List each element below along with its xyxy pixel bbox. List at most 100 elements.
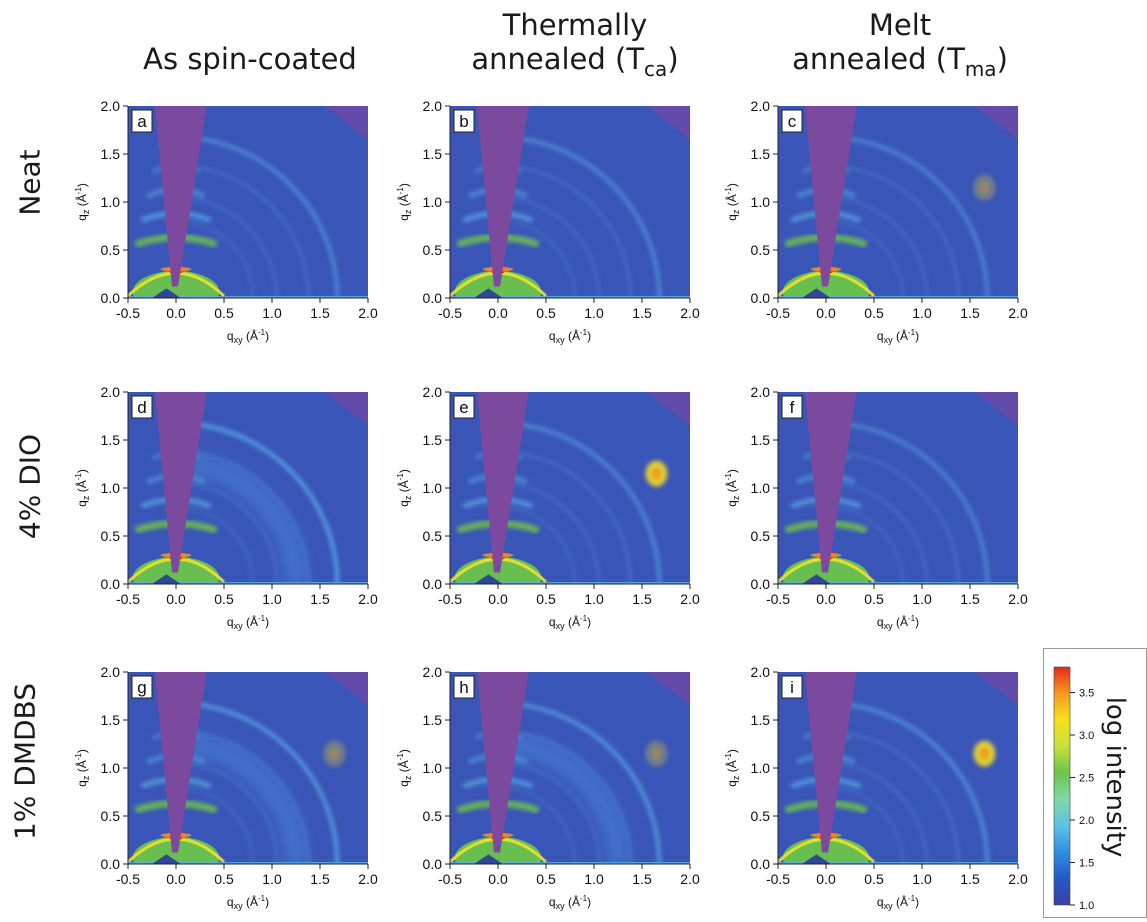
y-tick-label: 0.5 — [423, 808, 443, 824]
y-tick-label: 1.5 — [751, 146, 771, 162]
colorbar-tick-label: 3.0 — [1079, 730, 1094, 742]
x-tick-label: 2.0 — [1008, 305, 1028, 321]
x-tick-label: 0.0 — [816, 871, 836, 887]
x-tick-label: 0.0 — [816, 591, 836, 607]
y-tick-label: 0.0 — [751, 856, 771, 872]
x-tick-label: 2.0 — [358, 305, 378, 321]
column-header-3-sub: ma — [964, 56, 997, 81]
colorbar-tick-label: 2.5 — [1079, 773, 1094, 785]
x-tick-label: 0.5 — [864, 305, 884, 321]
x-tick-label: 0.5 — [214, 305, 234, 321]
colorbar-tick-label: 2.0 — [1079, 815, 1094, 827]
x-tick-label: 2.0 — [358, 591, 378, 607]
x-tick-label: 0.0 — [166, 871, 186, 887]
beamstop-shadow — [804, 106, 857, 287]
dark-gap — [474, 288, 503, 298]
y-tick-label: 0.0 — [751, 290, 771, 306]
y-tick-label: 2.0 — [423, 664, 443, 680]
off-axis-peak — [645, 740, 668, 767]
colorbar-tick-label: 1.5 — [1079, 858, 1094, 870]
x-tick-label: -0.5 — [116, 871, 140, 887]
x-axis-label: qxy (Å-1) — [549, 328, 591, 345]
column-header-3-line1: Melt — [868, 8, 932, 42]
masked-corner — [324, 106, 368, 140]
x-axis-label: qxy (Å-1) — [227, 614, 269, 631]
off-axis-peak-core — [329, 747, 340, 760]
x-tick-label: 0.5 — [536, 591, 556, 607]
x-tick-label: 1.0 — [912, 591, 932, 607]
x-tick-label: 0.0 — [488, 591, 508, 607]
x-tick-label: 2.0 — [1008, 871, 1028, 887]
y-tick-label: 0.5 — [751, 808, 771, 824]
x-tick-label: -0.5 — [766, 871, 790, 887]
y-tick-label: 0.0 — [101, 290, 121, 306]
panel-letter: g — [137, 678, 146, 697]
x-tick-label: 1.0 — [584, 591, 604, 607]
x-tick-label: -0.5 — [438, 871, 462, 887]
horizon-line — [128, 862, 368, 864]
x-tick-label: 1.0 — [912, 871, 932, 887]
y-axis-label: qz (Å-1) — [396, 749, 413, 787]
column-header-1: As spin-coated — [130, 42, 370, 76]
y-tick-label: 1.0 — [751, 480, 771, 496]
x-tick-label: 0.5 — [864, 871, 884, 887]
horizon-line — [778, 582, 1018, 584]
x-tick-label: 1.5 — [310, 591, 330, 607]
off-axis-peak-core — [979, 747, 990, 760]
row-label-neat: Neat — [13, 149, 47, 216]
panel-f: -0.5 0.0 0.5 1.0 1.5 2.0 0.0 0.5 1.0 1.5 2.0 f qxy (… — [718, 384, 1048, 642]
beamstop-shadow — [154, 106, 207, 287]
masked-corner — [324, 392, 368, 426]
y-tick-label: 2.0 — [423, 384, 443, 400]
y-tick-label: 1.5 — [101, 712, 121, 728]
y-tick-label: 2.0 — [751, 384, 771, 400]
x-tick-label: 0.5 — [536, 871, 556, 887]
y-axis-label: qz (Å-1) — [724, 749, 741, 787]
panel-letter: d — [137, 398, 146, 417]
column-header-3-line2: annealed (Tma) — [770, 42, 1030, 86]
y-tick-label: 0.0 — [423, 576, 443, 592]
panel-h: -0.5 0.0 0.5 1.0 1.5 2.0 0.0 0.5 1.0 1.5 2.0 h qxy (… — [390, 664, 720, 922]
y-tick-label: 2.0 — [751, 664, 771, 680]
x-tick-label: 1.5 — [310, 871, 330, 887]
x-tick-label: 2.0 — [680, 871, 700, 887]
y-tick-label: 0.5 — [751, 528, 771, 544]
column-header-3-paren: ) — [996, 42, 1008, 76]
y-tick-label: 0.5 — [101, 808, 121, 824]
y-tick-label: 1.0 — [751, 194, 771, 210]
x-tick-label: 1.5 — [960, 305, 980, 321]
panel-letter: h — [459, 678, 468, 697]
horizon-line — [450, 582, 690, 584]
y-tick-label: 1.0 — [423, 194, 443, 210]
column-header-2-text: annealed (T — [471, 42, 645, 76]
y-tick-label: 1.0 — [101, 480, 121, 496]
panel-letter-box — [131, 675, 153, 699]
y-axis-label: qz (Å-1) — [74, 469, 91, 507]
beamstop-shadow — [804, 672, 857, 853]
off-axis-peak-core — [651, 467, 662, 480]
x-tick-label: 1.0 — [584, 871, 604, 887]
off-axis-peak — [323, 740, 346, 767]
y-tick-label: 1.0 — [101, 194, 121, 210]
x-tick-label: 0.0 — [816, 305, 836, 321]
x-tick-label: -0.5 — [438, 305, 462, 321]
y-tick-label: 0.0 — [751, 576, 771, 592]
x-axis-label: qxy (Å-1) — [877, 614, 919, 631]
dark-gap — [802, 288, 831, 298]
colorbar-gradient — [1053, 666, 1071, 906]
x-axis-label: qxy (Å-1) — [227, 894, 269, 911]
horizon-line — [778, 296, 1018, 298]
dark-gap — [802, 854, 831, 864]
column-header-2: Thermally annealed (Tca) — [445, 8, 705, 86]
colorbar: 3.5 3.0 2.5 2.0 1.5 1.0 — [1043, 648, 1147, 918]
panel-letter-box — [453, 395, 475, 419]
masked-corner — [974, 392, 1018, 426]
row-label-dio: 4% DIO — [13, 433, 47, 540]
panel-letter-box — [781, 109, 803, 133]
y-axis-label: qz (Å-1) — [396, 183, 413, 221]
colorbar-graphic: 3.5 3.0 2.5 2.0 1.5 1.0 — [1053, 666, 1094, 912]
masked-corner — [974, 672, 1018, 706]
panel-letter: a — [137, 112, 147, 131]
panel-letter-box — [131, 395, 153, 419]
